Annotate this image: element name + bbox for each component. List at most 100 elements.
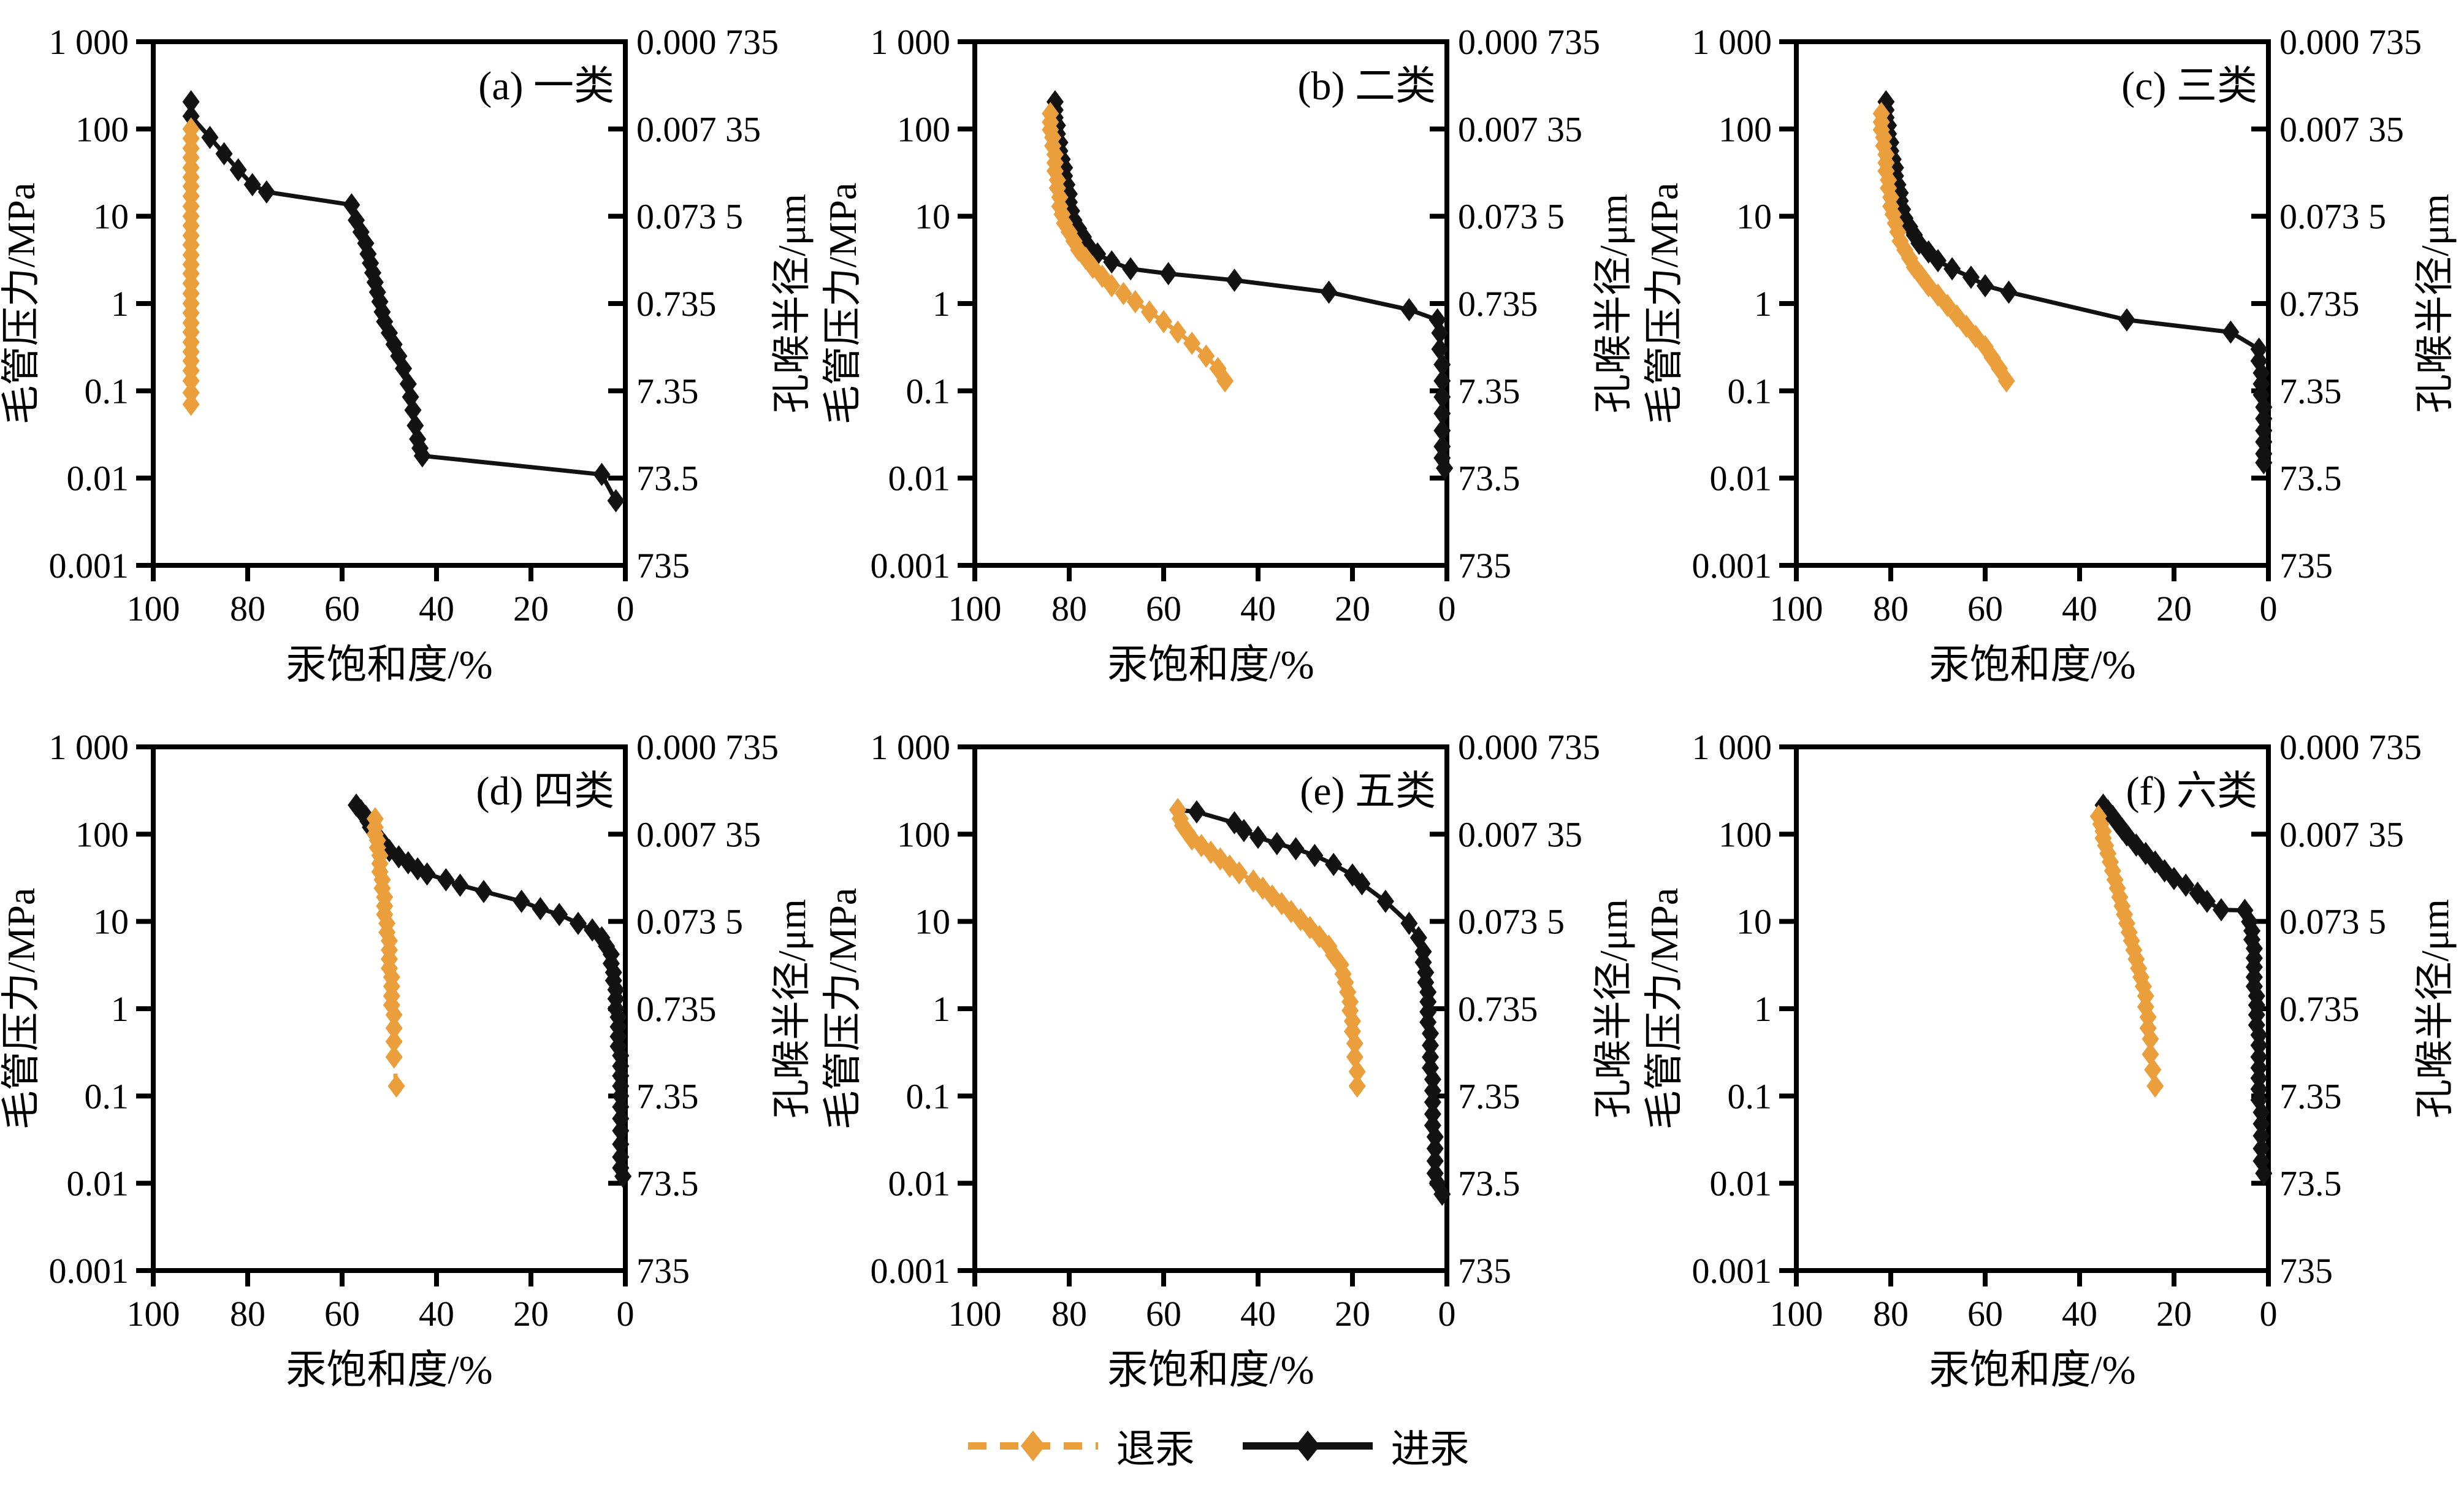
extrusion-data-point-marker xyxy=(385,1003,403,1027)
y-left-tick-label: 1 000 xyxy=(871,22,951,62)
panel-f-chart: 1 000 0.000 735 100 0.007 35 10 0.073 5 1 0.735… xyxy=(1642,727,2457,1393)
x-tick-label: 100 xyxy=(127,589,180,629)
intrusion-curve xyxy=(182,90,625,513)
legend: 退汞 进汞 xyxy=(0,1409,2464,1483)
y-right-tick-label: 0.007 35 xyxy=(2279,814,2404,854)
y-right-tick-label: 0.073 5 xyxy=(2279,902,2386,942)
x-tick-label: 100 xyxy=(948,1294,1002,1334)
intrusion-data-point-marker xyxy=(1422,1056,1440,1080)
y-right-tick-label: 73.5 xyxy=(2279,459,2342,499)
x-axis-title: 汞饱和度/% xyxy=(1107,643,1314,687)
x-tick-label: 80 xyxy=(1051,1294,1087,1334)
y-left-tick-label: 0.01 xyxy=(1710,459,1772,499)
y-left-tick-label: 0.001 xyxy=(871,546,951,586)
x-tick-label: 20 xyxy=(513,589,549,629)
intrusion-data-point-marker xyxy=(1433,419,1451,443)
tick-labels: 1 000 0.000 735 100 0.007 35 10 0.073 5 1 0.735… xyxy=(49,727,779,1334)
y-left-tick-label: 0.1 xyxy=(906,371,951,411)
intrusion-data-point-marker xyxy=(1977,273,1994,297)
tick-labels: 1 000 0.000 735 100 0.007 35 10 0.073 5 1 0.735… xyxy=(1692,727,2422,1334)
intrusion-data-point-marker xyxy=(437,868,455,892)
intrusion-data-point-marker xyxy=(1929,249,1947,273)
x-tick-label: 100 xyxy=(1770,589,1823,629)
extrusion-data-point-marker xyxy=(1115,281,1132,305)
y-left-tick-label: 0.001 xyxy=(871,1251,951,1291)
y-left-tick-label: 100 xyxy=(897,814,950,854)
intrusion-data-point-marker xyxy=(215,142,233,166)
extrusion-data-point-marker xyxy=(1169,320,1187,344)
extrusion-data-point-marker xyxy=(1939,294,1956,318)
y-right-axis-title: 孔喉半径/μm xyxy=(2413,899,2457,1118)
x-tick-label: 60 xyxy=(1967,589,2003,629)
y-right-tick-label: 7.35 xyxy=(1458,371,1520,411)
extrusion-data-point-marker xyxy=(1948,304,1966,328)
intrusion-line xyxy=(2101,803,2266,1174)
extrusion-data-point-marker xyxy=(1348,1074,1366,1098)
tick-labels: 1 000 0.000 735 100 0.007 35 10 0.073 5 1 0.735… xyxy=(871,727,1601,1334)
y-right-tick-label: 0.000 735 xyxy=(636,22,779,62)
y-left-tick-label: 0.1 xyxy=(906,1076,951,1116)
panel-title: (b) 二类 xyxy=(1298,64,1436,109)
intrusion-data-point-marker xyxy=(243,173,261,197)
extrusion-data-point-marker xyxy=(1126,289,1144,313)
intrusion-data-point-marker xyxy=(2137,841,2154,865)
y-left-tick-label: 0.01 xyxy=(1710,1164,1772,1204)
extrusion-curve xyxy=(2089,805,2164,1098)
x-tick-label: 40 xyxy=(2062,1294,2097,1334)
intrusion-data-point-marker xyxy=(1422,1022,1440,1045)
extrusion-data-point-marker xyxy=(2118,911,2135,935)
intrusion-data-point-marker xyxy=(612,1118,630,1142)
intrusion-data-point-marker xyxy=(182,90,200,113)
extrusion-data-point-marker xyxy=(1346,1045,1364,1069)
intrusion-data-point-marker xyxy=(2118,308,2135,332)
intrusion-data-point-marker xyxy=(1436,456,1454,480)
panel-a-chart: 1 000 0.000 735 100 0.007 35 10 0.073 5 1 0.735… xyxy=(0,22,814,687)
y-left-tick-label: 100 xyxy=(897,109,950,149)
y-right-tick-label: 735 xyxy=(636,1251,690,1291)
intrusion-data-point-marker xyxy=(2113,817,2131,841)
x-tick-label: 40 xyxy=(419,1294,454,1334)
panel-title: (e) 五类 xyxy=(1300,769,1436,814)
y-left-tick-label: 1 xyxy=(111,284,129,324)
extrusion-data-point-marker xyxy=(1292,908,1310,931)
extrusion-data-point-marker xyxy=(182,369,200,393)
intrusion-data-point-marker xyxy=(2252,1112,2270,1136)
panel-title: (d) 四类 xyxy=(476,769,614,814)
y-left-tick-label: 0.01 xyxy=(67,459,129,499)
y-left-tick-label: 0.1 xyxy=(1728,371,1772,411)
extrusion-data-point-marker xyxy=(2120,920,2138,944)
y-left-tick-label: 10 xyxy=(915,197,950,237)
extrusion-data-point-marker xyxy=(1877,159,1895,183)
extrusion-data-point-marker xyxy=(1344,1019,1361,1043)
intrusion-data-point-marker xyxy=(1268,831,1286,855)
y-right-tick-label: 7.35 xyxy=(636,371,699,411)
intrusion-data-point-marker xyxy=(1089,242,1107,266)
axis-ticks xyxy=(958,39,1449,581)
panel-title: (c) 三类 xyxy=(2121,64,2257,109)
y-right-tick-label: 0.000 735 xyxy=(636,727,779,767)
x-tick-label: 20 xyxy=(2156,1294,2192,1334)
extrusion-data-point-marker xyxy=(1103,273,1121,297)
intrusion-data-point-marker xyxy=(1325,852,1343,876)
intrusion-data-point-marker xyxy=(2255,430,2273,454)
extrusion-data-point-marker xyxy=(1192,833,1210,857)
extrusion-data-point-marker xyxy=(1093,264,1111,288)
intrusion-data-point-marker xyxy=(2252,1124,2270,1148)
extrusion-curve xyxy=(182,117,200,416)
y-left-tick-label: 0.001 xyxy=(1692,1251,1772,1291)
intrusion-curve xyxy=(2094,793,2273,1185)
intrusion-data-point-marker xyxy=(532,896,549,920)
intrusion-data-point-marker xyxy=(2252,1137,2270,1161)
extrusion-data-point-marker xyxy=(2142,1027,2159,1051)
y-right-tick-label: 0.000 735 xyxy=(2279,22,2422,62)
extrusion-data-point-marker xyxy=(2113,894,2131,918)
intrusion-data-point-marker xyxy=(1962,266,1980,289)
x-axis-title: 汞饱和度/% xyxy=(1107,1348,1314,1393)
intrusion-data-point-marker xyxy=(257,180,275,204)
extrusion-curve xyxy=(366,807,405,1098)
y-right-tick-label: 0.007 35 xyxy=(2279,109,2404,149)
x-tick-label: 40 xyxy=(2062,589,2097,629)
extrusion-data-point-marker xyxy=(1230,861,1248,885)
intrusion-data-point-marker xyxy=(182,104,200,128)
